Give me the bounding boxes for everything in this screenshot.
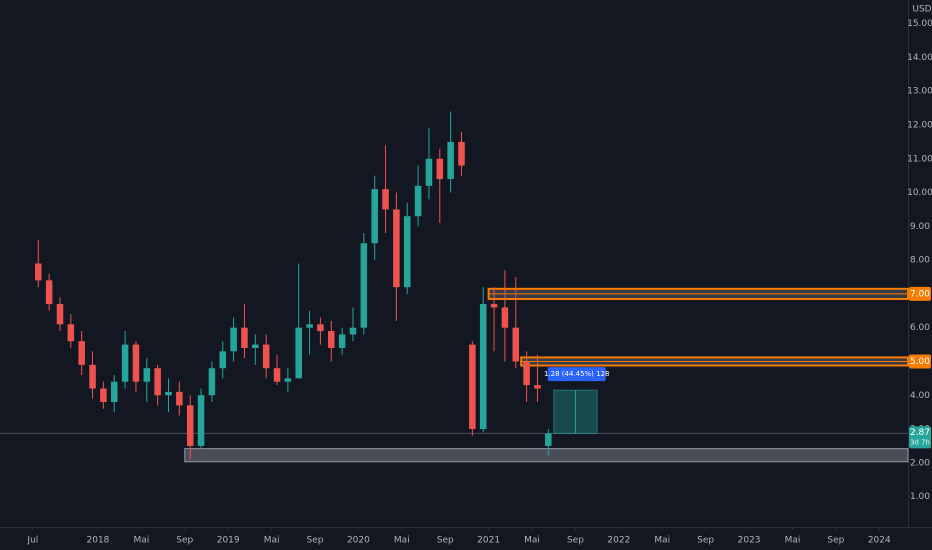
x-tick-label: Mai: [654, 536, 670, 546]
candle-body: [252, 344, 259, 348]
candle-body: [371, 189, 378, 244]
y-tick-label: 11.00: [907, 154, 932, 164]
candle-body: [132, 344, 140, 382]
x-tick-label: Mai: [133, 536, 149, 546]
candle-body: [241, 327, 248, 348]
candle-body: [154, 368, 161, 396]
y-tick-label: 14.00: [907, 53, 932, 63]
level-label: 5.00: [910, 357, 930, 367]
candle-body: [208, 368, 216, 396]
y-tick-label: 8.00: [910, 256, 930, 266]
candle-body: [338, 334, 346, 348]
x-tick-label: 2018: [87, 536, 110, 546]
x-tick-label: Sep: [437, 536, 454, 546]
y-tick-label: 4.00: [910, 391, 930, 401]
candle-body: [35, 263, 42, 281]
candle-body: [45, 280, 53, 305]
candle-body: [349, 327, 357, 335]
x-tick-label: Mai: [785, 536, 801, 546]
candle-body: [425, 158, 433, 186]
candle-body: [121, 344, 129, 382]
level-label-bg: [909, 354, 931, 369]
measure-label-bg: [547, 367, 606, 382]
candle-body: [176, 391, 183, 406]
x-tick-label: Sep: [827, 536, 844, 546]
candle-body: [230, 327, 237, 352]
y-tick-label: 2.00: [910, 458, 930, 468]
y-tick-label: 15.00: [907, 19, 932, 29]
candle-body: [143, 368, 151, 382]
x-tick-label: 2020: [347, 536, 370, 546]
candle-body: [67, 324, 75, 342]
x-tick-label: 2022: [607, 536, 630, 546]
candle-body: [328, 331, 335, 348]
candle-body: [501, 307, 509, 328]
bar-countdown: 3d 7h: [910, 438, 930, 446]
measure-label: 1.28 (44.45%) 128: [544, 370, 610, 378]
candle-body: [382, 189, 389, 210]
candle-body: [458, 141, 465, 166]
candle-body: [284, 378, 292, 382]
level-label-bg: [909, 286, 931, 301]
x-tick-label: Mai: [524, 536, 540, 546]
candle-body: [89, 364, 96, 389]
x-tick-label: Mai: [394, 536, 410, 546]
candle-body: [523, 361, 530, 386]
y-tick-label: 10.00: [907, 188, 932, 198]
candle-body: [490, 304, 498, 308]
candle-body: [447, 141, 454, 180]
x-tick-label: Sep: [697, 536, 714, 546]
y-tick-label: 1.00: [910, 492, 930, 502]
y-tick-label: 9.00: [910, 222, 930, 232]
x-tick-label: Mai: [264, 536, 280, 546]
x-tick-label: 2021: [477, 536, 500, 546]
candle-body: [273, 368, 281, 382]
candle-body: [317, 324, 324, 332]
x-tick-label: Sep: [307, 536, 324, 546]
candle-body: [197, 395, 205, 446]
candle-body: [403, 216, 411, 288]
candle-body: [534, 385, 541, 389]
candle-body: [393, 209, 400, 288]
x-tick-label: 2023: [738, 536, 761, 546]
x-tick-label: Sep: [176, 536, 193, 546]
y-tick-label: 6.00: [910, 323, 930, 333]
candle-body: [414, 185, 422, 217]
y-tick-label: 13.00: [907, 87, 932, 97]
candle-body: [545, 433, 552, 446]
x-tick-label: Jul: [26, 536, 38, 546]
x-tick-label: 2019: [217, 536, 240, 546]
last-price-label: 2.87: [910, 428, 930, 438]
candle-body: [469, 344, 476, 430]
y-tick-label: 12.00: [907, 120, 932, 130]
x-tick-label: Sep: [567, 536, 584, 546]
candle-body: [479, 304, 487, 430]
candle-body: [186, 405, 194, 446]
x-tick-label: 2024: [868, 536, 891, 546]
candle-body: [100, 388, 107, 403]
support-zone: [184, 448, 909, 463]
candle-body: [360, 243, 368, 328]
candle-body: [110, 381, 118, 403]
candle-body: [56, 304, 64, 325]
currency-label: USD: [912, 5, 931, 15]
candle-body: [165, 391, 172, 396]
level-label: 7.00: [910, 289, 930, 299]
candle-body: [78, 341, 85, 365]
candle-body: [306, 324, 313, 328]
last-price-label-bg: [909, 426, 931, 449]
candle-body: [512, 327, 520, 362]
candle-body: [436, 158, 444, 180]
candle-body: [262, 344, 270, 369]
candle-body: [219, 351, 227, 369]
candle-body: [295, 327, 302, 379]
